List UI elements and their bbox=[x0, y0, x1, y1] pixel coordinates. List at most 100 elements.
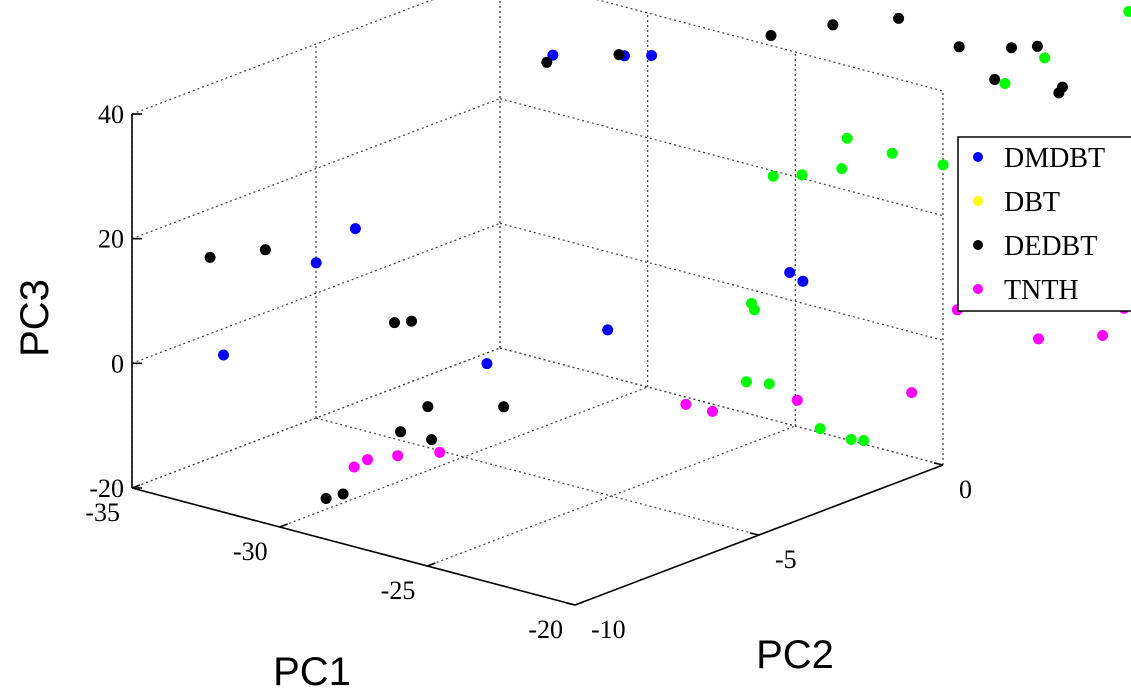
x-axis-title: PC1 bbox=[273, 650, 351, 691]
data-point bbox=[765, 30, 777, 41]
data-point bbox=[362, 454, 373, 466]
data-point bbox=[259, 244, 271, 256]
data-point bbox=[784, 267, 796, 278]
z-tick-label: 20 bbox=[98, 225, 124, 254]
data-point bbox=[389, 317, 400, 329]
data-point bbox=[204, 251, 216, 263]
data-point bbox=[989, 74, 1001, 85]
y-axis-title: PC2 bbox=[756, 633, 834, 677]
data-point bbox=[740, 376, 752, 388]
legend-marker bbox=[973, 284, 983, 294]
x-tick-mark bbox=[427, 562, 436, 567]
labels-layer: -20 0 20 40 -35 -30 -25 -20 -10 -5 0 PC1 PC2 PC3 bbox=[13, 100, 972, 691]
z-axis-title: PC3 bbox=[13, 279, 57, 357]
data-point bbox=[680, 398, 692, 410]
data-point bbox=[886, 147, 898, 159]
data-point bbox=[320, 493, 332, 504]
data-point bbox=[602, 324, 614, 336]
data-point bbox=[707, 405, 718, 417]
legend-marker bbox=[973, 196, 983, 206]
y-tick-label: 0 bbox=[959, 475, 972, 504]
data-point bbox=[395, 426, 407, 438]
data-point bbox=[906, 387, 918, 399]
data-point bbox=[1097, 330, 1109, 341]
points-layer bbox=[204, 6, 1131, 504]
data-point bbox=[310, 257, 322, 269]
z-tick-label: 0 bbox=[111, 349, 124, 378]
data-point bbox=[791, 394, 803, 406]
data-point bbox=[937, 159, 949, 171]
grid-line bbox=[315, 417, 760, 536]
data-point bbox=[827, 19, 839, 31]
z-tick-label: 40 bbox=[98, 100, 124, 129]
data-point bbox=[426, 434, 438, 446]
data-point bbox=[348, 461, 360, 473]
grid-line bbox=[499, 347, 944, 466]
data-point bbox=[763, 378, 775, 390]
x-tick-label: -35 bbox=[85, 498, 120, 527]
data-point bbox=[841, 132, 853, 144]
data-point bbox=[349, 223, 361, 235]
x-axis-line bbox=[131, 487, 576, 606]
data-point bbox=[893, 12, 905, 24]
data-point bbox=[422, 401, 434, 413]
grid-line bbox=[131, 347, 501, 489]
data-point bbox=[613, 49, 625, 61]
data-point bbox=[797, 275, 809, 287]
data-point bbox=[814, 423, 826, 435]
data-point bbox=[1033, 333, 1044, 345]
data-point bbox=[392, 450, 404, 462]
data-point bbox=[858, 435, 870, 446]
grid-line bbox=[279, 386, 648, 528]
y-tick-mark bbox=[565, 602, 576, 606]
data-point bbox=[481, 358, 493, 370]
data-point bbox=[498, 401, 510, 413]
grid-layer bbox=[131, 0, 944, 606]
y-tick-label: -10 bbox=[591, 615, 626, 644]
data-point bbox=[767, 170, 779, 182]
grid-line bbox=[131, 98, 501, 240]
data-point bbox=[1039, 52, 1051, 64]
data-point bbox=[1057, 81, 1068, 93]
grid-line bbox=[499, 98, 944, 217]
x-tick-mark bbox=[131, 484, 141, 489]
legend-box bbox=[957, 136, 1131, 312]
data-point bbox=[434, 446, 446, 458]
legend-label: DEDBT bbox=[1004, 231, 1097, 262]
z-tick-label: -20 bbox=[89, 474, 124, 503]
data-point bbox=[646, 50, 658, 61]
data-point bbox=[406, 315, 417, 327]
legend-label: DMDBT bbox=[1004, 143, 1105, 174]
data-point bbox=[1123, 6, 1131, 17]
data-point bbox=[218, 349, 229, 361]
axes-layer bbox=[131, 113, 944, 606]
x-tick-mark bbox=[574, 601, 584, 606]
data-point bbox=[547, 49, 559, 61]
legend-label: DBT bbox=[1004, 187, 1060, 218]
legend-marker bbox=[973, 240, 983, 250]
data-point bbox=[541, 56, 553, 68]
y-tick-mark bbox=[933, 462, 944, 466]
x-tick-label: -20 bbox=[528, 615, 563, 644]
legend-label: TNTH bbox=[1004, 275, 1079, 306]
grid-line bbox=[131, 222, 501, 364]
grid-line bbox=[499, 347, 944, 466]
grid-line bbox=[499, 222, 944, 341]
grid-line bbox=[131, 0, 434, 115]
legend: DMDBT DBT DEDBT TNTH bbox=[957, 136, 1131, 312]
data-point bbox=[1006, 42, 1017, 54]
y-tick-label: -5 bbox=[775, 545, 797, 574]
x-tick-mark bbox=[279, 523, 288, 528]
data-point bbox=[748, 304, 760, 316]
y-tick-mark bbox=[749, 532, 760, 536]
grid-line bbox=[596, 0, 944, 92]
data-point bbox=[999, 78, 1011, 89]
data-point bbox=[337, 488, 349, 500]
legend-marker bbox=[973, 152, 983, 162]
x-tick-label: -30 bbox=[233, 537, 268, 566]
data-point bbox=[1031, 40, 1043, 52]
x-tick-label: -25 bbox=[381, 576, 416, 605]
data-point bbox=[796, 169, 808, 181]
data-point bbox=[836, 163, 848, 175]
